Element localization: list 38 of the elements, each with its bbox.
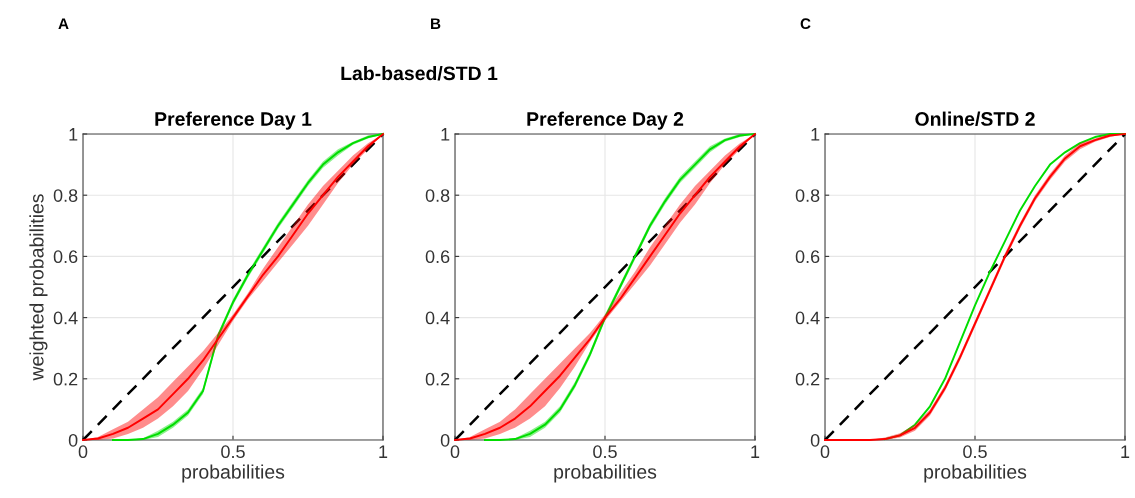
y-tick-label: 0.6 bbox=[795, 250, 820, 264]
y-tick-label: 0.4 bbox=[425, 311, 450, 325]
y-tick-label: 1 bbox=[441, 128, 450, 141]
x-tick-label: 0 bbox=[820, 445, 830, 459]
x-tick-label: 0.5 bbox=[963, 445, 987, 459]
y-tick-label: 0.4 bbox=[53, 311, 78, 325]
y-tick-label: 0 bbox=[68, 433, 78, 447]
y-tick-label: 0.2 bbox=[53, 372, 78, 386]
x-axis-title: probabilities bbox=[182, 464, 285, 483]
y-tick-label: 0.6 bbox=[53, 250, 78, 264]
y-tick-label: 0.6 bbox=[425, 250, 450, 264]
text: Lab-based/STD 1 bbox=[341, 65, 498, 81]
chart-title: Preference Day 2 bbox=[527, 111, 684, 130]
text: B bbox=[431, 18, 441, 29]
x-axis-title: probabilities bbox=[924, 464, 1027, 483]
y-tick-label: 1 bbox=[69, 128, 78, 141]
y-tick-label: 0.8 bbox=[795, 189, 820, 202]
y-axis-title: weighted probabilities bbox=[29, 194, 48, 381]
chart-title: Online/STD 2 bbox=[915, 111, 1035, 127]
x-tick-label: 1 bbox=[379, 445, 388, 458]
x-tick-label: 0 bbox=[78, 445, 88, 459]
chart-title: Preference Day 1 bbox=[155, 111, 312, 130]
x-tick-label: 0.5 bbox=[221, 445, 245, 459]
y-tick-label: 0.4 bbox=[795, 311, 820, 325]
text: C bbox=[800, 18, 811, 30]
y-tick-label: 0 bbox=[810, 433, 820, 447]
x-axis-title: probabilities bbox=[554, 464, 657, 483]
y-tick-label: 0.2 bbox=[795, 372, 820, 386]
x-tick-label: 0.5 bbox=[593, 445, 617, 459]
x-tick-label: 1 bbox=[751, 445, 760, 458]
y-tick-label: 0.8 bbox=[53, 189, 78, 202]
y-tick-label: 1 bbox=[811, 128, 820, 141]
y-tick-label: 0.8 bbox=[425, 189, 450, 202]
y-tick-label: 0 bbox=[440, 433, 450, 447]
y-tick-label: 0.2 bbox=[425, 372, 450, 386]
x-tick-label: 1 bbox=[1121, 445, 1130, 458]
x-tick-label: 0 bbox=[450, 445, 460, 459]
text: A bbox=[58, 18, 69, 29]
